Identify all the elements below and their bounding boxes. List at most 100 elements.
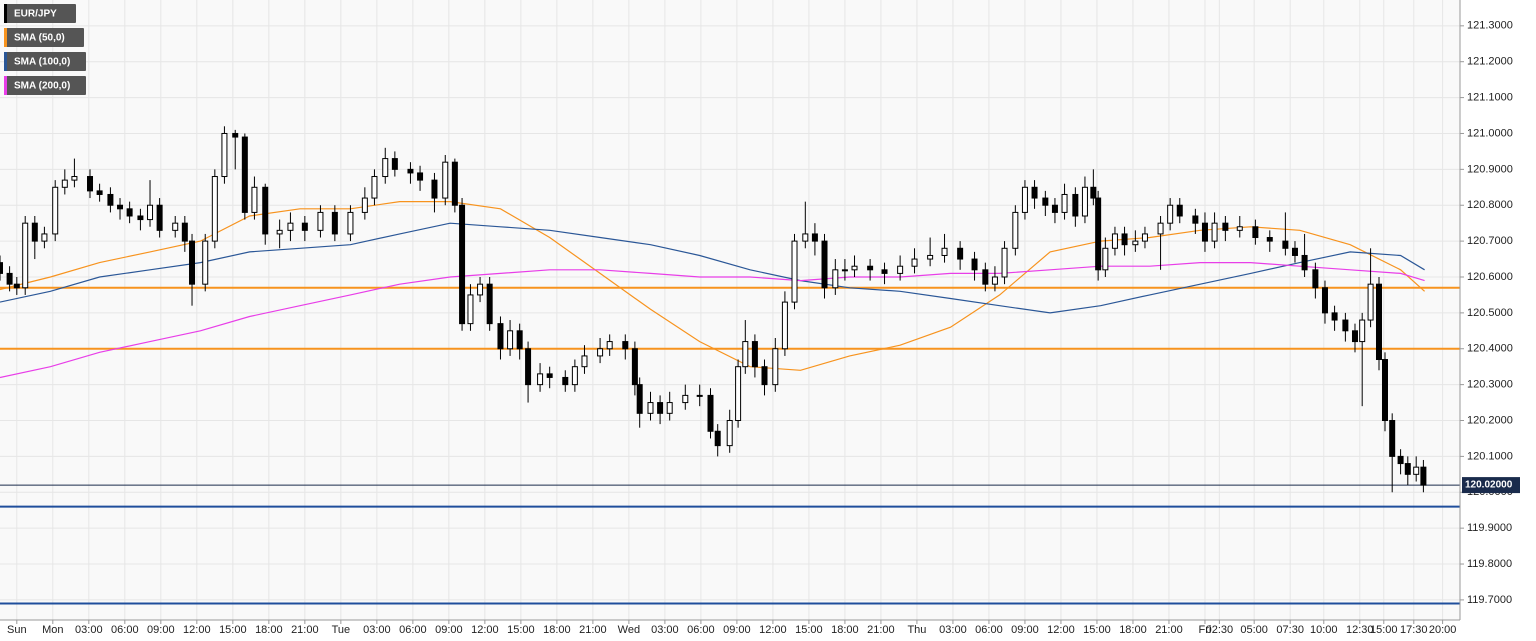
candle-body <box>761 366 768 386</box>
candle-body <box>1282 240 1289 249</box>
candle-body <box>881 269 888 274</box>
candle-body <box>1397 455 1404 465</box>
candle-body <box>982 269 989 285</box>
candle-body <box>1072 193 1079 217</box>
candle-body <box>1132 240 1139 246</box>
last-price-label: 120.02000 <box>1465 480 1513 491</box>
candle-body <box>417 172 424 181</box>
legend-label: SMA (50,0) <box>14 33 65 44</box>
candle-body <box>1359 319 1366 343</box>
candle-body <box>707 394 714 432</box>
candle-body <box>714 430 721 447</box>
x-tick-label: 03:00 <box>363 624 391 636</box>
candle-body <box>1192 215 1199 224</box>
candle-body <box>606 341 613 350</box>
y-tick-label: 120.7000 <box>1467 235 1513 247</box>
candle-body <box>1381 359 1388 422</box>
candle-body <box>301 222 308 231</box>
x-tick-label: 18:00 <box>831 624 859 636</box>
candle-body <box>1252 226 1259 239</box>
candle-body <box>451 161 458 206</box>
x-tick-label: Tue <box>332 624 351 636</box>
candles <box>0 126 1427 493</box>
x-tick-label: 20:00 <box>1429 624 1457 636</box>
y-tick-label: 121.2000 <box>1467 56 1513 68</box>
candle-body <box>241 136 248 213</box>
candle-body <box>189 240 196 285</box>
moving-averages <box>0 201 1426 379</box>
candle-body <box>546 373 553 378</box>
levels <box>0 286 1460 605</box>
candle-body <box>147 204 154 221</box>
legend-label: SMA (100,0) <box>14 57 70 68</box>
x-tick-label: 09:00 <box>1011 624 1039 636</box>
candle-body <box>1081 186 1088 217</box>
candle-body <box>96 190 103 195</box>
candle-body <box>811 233 818 242</box>
candle-body <box>751 341 758 368</box>
legend-box <box>4 4 76 23</box>
y-tick-label: 120.1000 <box>1467 450 1513 462</box>
candle-body <box>6 272 13 285</box>
candle-body <box>221 132 228 178</box>
x-tick-label: 03:00 <box>939 624 967 636</box>
axes: 121.3000 121.2000 121.1000 121.0000 120.9000… <box>7 20 1520 636</box>
y-tick-label: 120.8000 <box>1467 199 1513 211</box>
candle-body <box>211 176 218 242</box>
last-price-box <box>1462 477 1520 494</box>
y-tick-label: 120.3000 <box>1467 379 1513 391</box>
y-tick-label: 121.0000 <box>1467 127 1513 139</box>
x-tick-label: 06:00 <box>975 624 1003 636</box>
candle-body <box>1236 226 1243 231</box>
candle-body <box>726 420 733 447</box>
candle-body <box>232 132 239 138</box>
candle-body <box>636 384 643 414</box>
y-tick-label: 119.7000 <box>1467 594 1512 606</box>
candle-body <box>525 348 532 386</box>
x-tick-label: 12:30 <box>1346 624 1374 636</box>
candle-body <box>1312 269 1319 289</box>
candle-body <box>172 222 179 231</box>
candle-body <box>941 247 948 256</box>
x-tick-label: 05:00 <box>1240 624 1268 636</box>
candle-body <box>832 269 839 289</box>
candle-body <box>971 258 978 271</box>
candle-body <box>1321 287 1328 314</box>
candle-body <box>791 240 798 303</box>
candle-body <box>361 197 368 213</box>
x-tick-label: Fri <box>1199 624 1212 636</box>
candle-body <box>1420 466 1427 486</box>
candle-body <box>682 394 689 404</box>
x-tick-label: 02:30 <box>1206 624 1234 636</box>
candle-body <box>1042 197 1049 206</box>
candle-body <box>1291 247 1298 256</box>
candle-body <box>1389 420 1396 457</box>
candle-body <box>317 211 324 231</box>
candle-body <box>137 215 144 221</box>
candle-body <box>781 301 788 350</box>
candle-body <box>107 193 114 206</box>
candle-body <box>821 240 828 289</box>
y-tick-label: 121.3000 <box>1467 20 1513 32</box>
legend-box <box>4 28 84 47</box>
sma-line <box>0 262 1425 379</box>
candle-body <box>1141 233 1148 242</box>
candle-body <box>1167 204 1174 224</box>
x-tick-label: 12:00 <box>471 624 499 636</box>
candle-body <box>71 176 78 181</box>
x-tick-label: 15:00 <box>1370 624 1398 636</box>
candle-body <box>486 283 493 325</box>
x-tick-label: 03:00 <box>75 624 103 636</box>
candle-body <box>991 276 998 285</box>
x-tick-label: 18:00 <box>543 624 571 636</box>
candle-body <box>897 265 904 274</box>
candle-body <box>1375 283 1382 361</box>
x-tick-label: 18:00 <box>1119 624 1147 636</box>
legend-label: SMA (200,0) <box>14 81 70 92</box>
candle-body <box>666 402 673 414</box>
legend-swatch <box>4 52 7 71</box>
candle-body <box>1157 222 1164 235</box>
candle-body <box>331 211 338 235</box>
candle-body <box>742 341 749 368</box>
candle-body <box>61 179 68 188</box>
